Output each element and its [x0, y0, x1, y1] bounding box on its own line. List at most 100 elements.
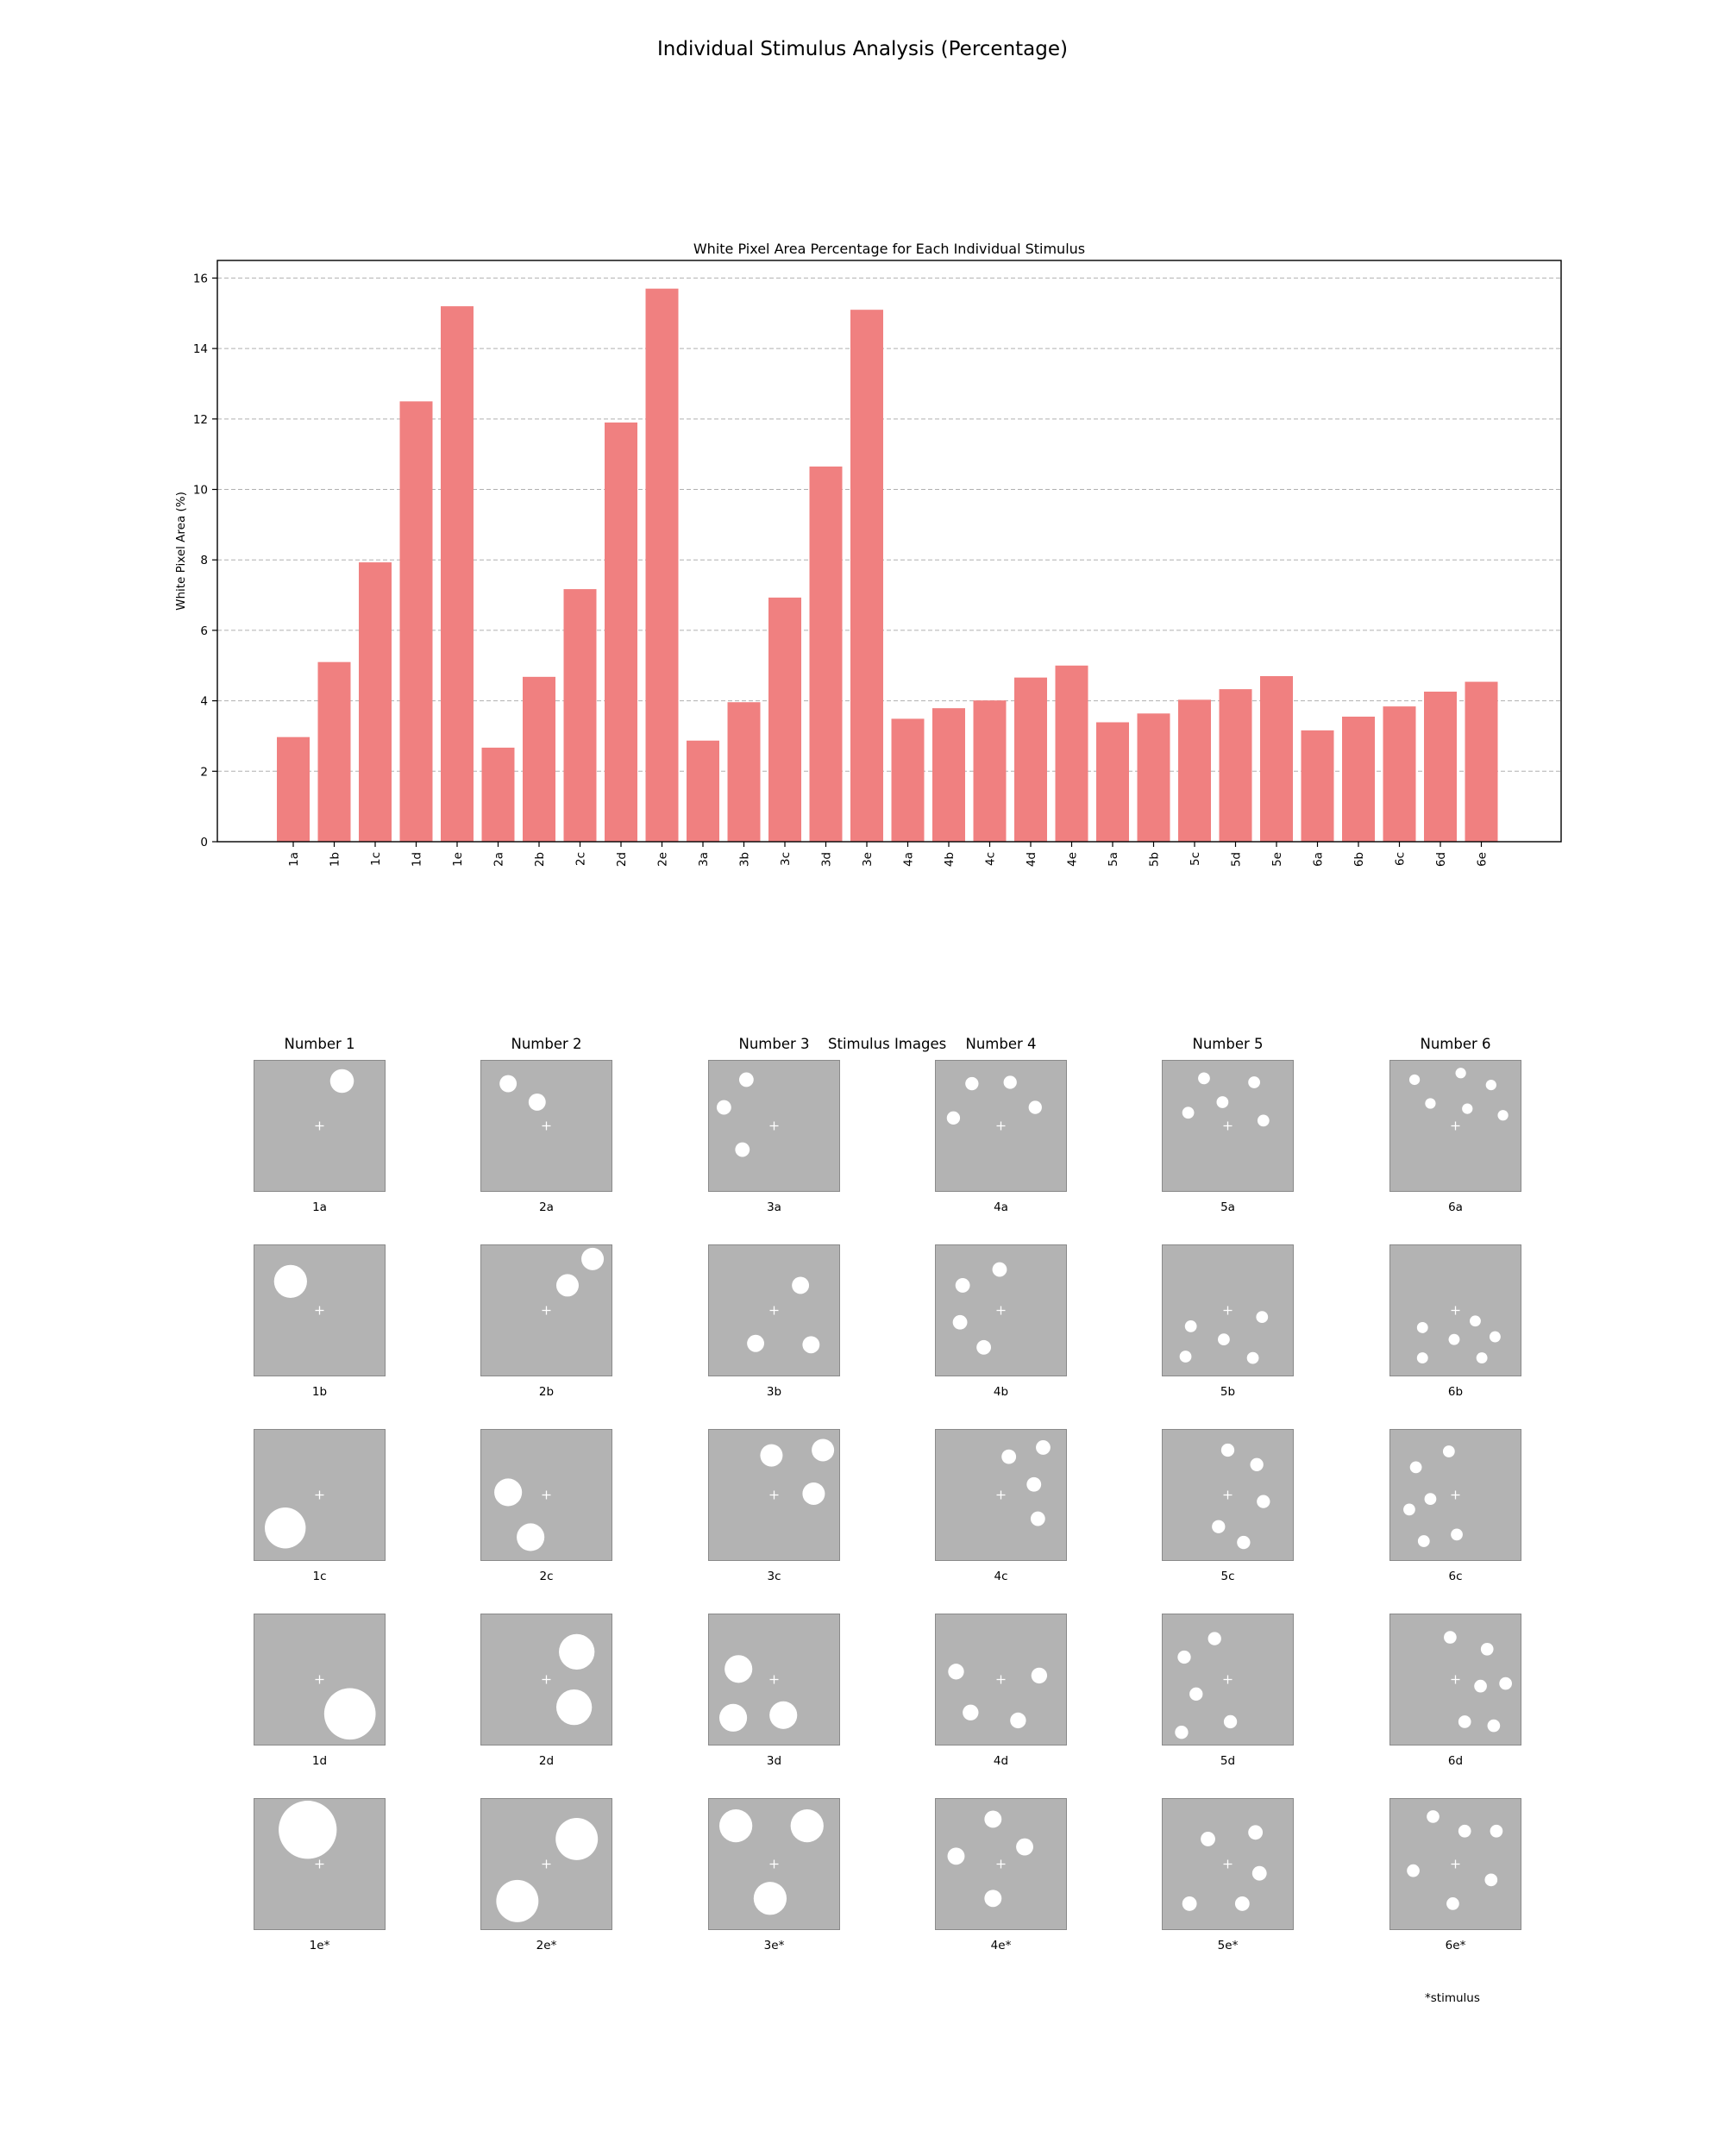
x-tick-label: 1e	[451, 852, 465, 867]
white-dot	[1490, 1824, 1503, 1838]
white-dot	[735, 1142, 750, 1157]
x-tick-label: 1a	[287, 852, 301, 867]
x-tick-label: 6c	[1394, 852, 1408, 866]
white-dot	[760, 1444, 783, 1467]
bar-chart: 0 2 4 6 8 10 12 14 16 1a 1b 1c 1d 1e 2a 2b 2c 2d 2e 3a 3b 3c…	[174, 241, 1562, 867]
bar-6e	[1465, 681, 1498, 842]
bar-5b	[1137, 713, 1170, 842]
stimulus-caption: 2a	[539, 1200, 554, 1214]
column-label: Number 4	[965, 1036, 1037, 1052]
white-dot	[1480, 1642, 1494, 1656]
x-tick-label: 3a	[697, 852, 711, 867]
white-dot	[716, 1100, 731, 1115]
x-tick-label: 3c	[779, 852, 793, 866]
white-dot	[1416, 1352, 1428, 1364]
stimulus-image-2e	[480, 1798, 612, 1930]
stimulus-image-4e	[935, 1798, 1067, 1930]
stimulus-image-4b	[935, 1244, 1067, 1376]
stimulus-image-6a	[1389, 1060, 1521, 1192]
white-dot	[273, 1264, 307, 1298]
white-dot	[1026, 1476, 1042, 1492]
x-axis: 1a 1b 1c 1d 1e 2a 2b 2c 2d 2e 3a 3b 3c 3d 3e 4a 4b 4c 4d 4e…	[287, 842, 1490, 867]
y-axis-label: White Pixel Area (%)	[174, 492, 188, 611]
white-dot	[984, 1890, 1002, 1908]
white-dot	[1403, 1503, 1415, 1516]
white-dot	[952, 1314, 968, 1330]
white-dot	[1028, 1100, 1042, 1114]
stimulus-image-5b	[1162, 1244, 1294, 1376]
column-label: Number 1	[284, 1036, 355, 1052]
bar-3c	[768, 597, 801, 842]
stimulus-image-5a	[1162, 1060, 1294, 1192]
white-dot	[965, 1076, 979, 1091]
white-dot	[946, 1111, 961, 1125]
bars	[277, 288, 1498, 842]
white-dot	[1487, 1719, 1501, 1733]
stimulus-image-2a	[480, 1060, 612, 1192]
white-dot	[494, 1478, 523, 1507]
x-tick-label: 4c	[984, 852, 998, 866]
white-dot	[1237, 1535, 1251, 1550]
white-dot	[948, 1664, 964, 1680]
x-tick-label: 5b	[1148, 852, 1162, 867]
white-dot	[976, 1339, 992, 1355]
stimulus-caption: 2c	[539, 1570, 554, 1583]
white-dot	[1425, 1098, 1436, 1109]
white-dot	[1458, 1715, 1471, 1728]
white-dot	[1179, 1351, 1192, 1363]
x-tick-label: 2b	[533, 852, 547, 867]
white-dot	[1189, 1687, 1203, 1701]
bar-6c	[1383, 706, 1416, 842]
bar-3d	[809, 466, 843, 842]
stimulus-caption: 5c	[1220, 1570, 1235, 1583]
x-tick-label: 5d	[1230, 852, 1244, 867]
stimulus-caption: 1d	[311, 1754, 328, 1768]
x-tick-label: 3d	[820, 852, 834, 867]
stimulus-caption: 1e*	[309, 1939, 330, 1952]
x-tick-label: 5a	[1107, 852, 1120, 867]
white-dot	[1462, 1103, 1473, 1114]
white-dot	[1182, 1896, 1197, 1911]
x-tick-label: 3e	[861, 852, 875, 867]
bar-3b	[727, 702, 761, 842]
white-dot	[323, 1688, 376, 1740]
white-dot	[265, 1507, 306, 1549]
white-dot	[1409, 1461, 1422, 1474]
white-dot	[1010, 1712, 1026, 1729]
stimulus-image-1e	[254, 1798, 386, 1930]
white-dot	[1476, 1352, 1488, 1364]
white-dot	[1212, 1520, 1226, 1533]
white-dot	[1246, 1351, 1259, 1364]
white-dot	[1256, 1311, 1269, 1324]
white-dot	[1458, 1824, 1471, 1838]
stimulus-image-5c	[1162, 1429, 1294, 1561]
white-dot	[963, 1704, 979, 1720]
y-tick-label: 10	[193, 484, 208, 498]
stimulus-image-5d	[1162, 1614, 1294, 1745]
stimulus-caption: 5a	[1220, 1200, 1235, 1214]
stimulus-caption: 6c	[1448, 1570, 1463, 1583]
x-tick-label: 2d	[615, 852, 629, 867]
stimulus-image-4c	[935, 1429, 1067, 1561]
white-dot	[1031, 1667, 1048, 1684]
white-dot	[1444, 1631, 1457, 1644]
white-dot	[1257, 1114, 1270, 1127]
stimulus-caption: 2d	[538, 1754, 555, 1768]
y-tick-label: 0	[200, 836, 208, 849]
white-dot	[1175, 1726, 1189, 1739]
stimulus-caption: 4c	[994, 1570, 1008, 1583]
x-tick-label: 2e	[656, 852, 670, 867]
stimulus-caption: 4d	[993, 1754, 1009, 1768]
column-label: Number 2	[511, 1036, 582, 1052]
bar-6b	[1342, 716, 1375, 842]
x-tick-label: 6e	[1476, 852, 1490, 867]
bar-4c	[973, 700, 1007, 842]
bar-6d	[1424, 691, 1457, 842]
stimulus-caption: 4e*	[990, 1939, 1012, 1952]
white-dot	[1489, 1331, 1501, 1343]
bar-5d	[1219, 689, 1252, 842]
white-dot	[719, 1809, 753, 1843]
stimulus-caption: 1c	[312, 1570, 327, 1583]
white-dot	[1001, 1449, 1017, 1464]
white-dot	[1251, 1865, 1267, 1881]
